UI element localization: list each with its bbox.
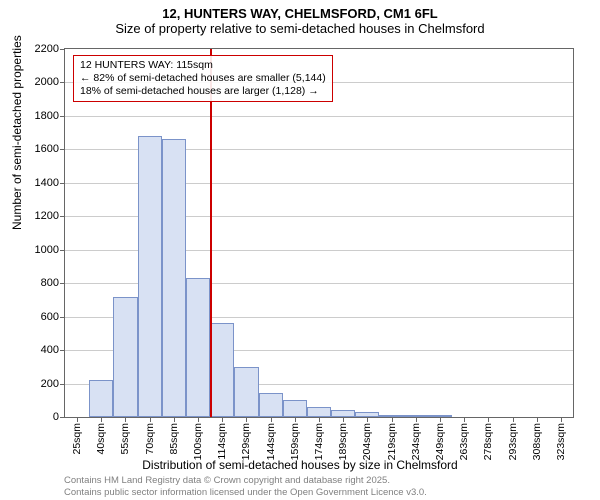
x-tick-mark <box>246 417 247 422</box>
x-tick-mark <box>295 417 296 422</box>
x-tick-mark <box>319 417 320 422</box>
x-tick-mark <box>367 417 368 422</box>
y-tick-label: 600 <box>41 311 59 323</box>
histogram-bar <box>331 410 355 417</box>
y-tick-label: 2200 <box>35 43 59 55</box>
plot-area: 0200400600800100012001400160018002000220… <box>64 48 574 418</box>
x-tick-label: 85sqm <box>168 423 180 455</box>
histogram-bar <box>210 323 234 417</box>
footer-attribution: Contains HM Land Registry data © Crown c… <box>64 475 427 498</box>
x-tick-label: 189sqm <box>337 423 349 460</box>
y-tick-label: 1800 <box>35 110 59 122</box>
x-tick-label: 55sqm <box>119 423 131 455</box>
title-line2: Size of property relative to semi-detach… <box>0 21 600 36</box>
reference-line <box>210 49 212 417</box>
annotation-box: 12 HUNTERS WAY: 115sqm ← 82% of semi-det… <box>73 55 333 102</box>
y-tick-mark <box>60 317 65 318</box>
y-axis-label: Number of semi-detached properties <box>10 35 24 230</box>
x-tick-label: 40sqm <box>95 423 107 455</box>
footer-line: Contains HM Land Registry data © Crown c… <box>64 475 427 486</box>
x-tick-label: 129sqm <box>240 423 252 460</box>
x-tick-mark <box>174 417 175 422</box>
x-tick-mark <box>343 417 344 422</box>
histogram-bar <box>138 136 162 417</box>
x-tick-mark <box>125 417 126 422</box>
histogram-bar <box>113 297 137 417</box>
annotation-line: 18% of semi-detached houses are larger (… <box>80 85 326 98</box>
y-tick-mark <box>60 417 65 418</box>
y-tick-mark <box>60 216 65 217</box>
y-tick-label: 2000 <box>35 76 59 88</box>
histogram-bar <box>89 380 113 417</box>
y-tick-label: 200 <box>41 378 59 390</box>
x-tick-label: 204sqm <box>361 423 373 460</box>
x-tick-mark <box>513 417 514 422</box>
y-tick-mark <box>60 116 65 117</box>
footer-line: Contains public sector information licen… <box>64 487 427 498</box>
y-tick-label: 1600 <box>35 143 59 155</box>
y-tick-label: 1200 <box>35 210 59 222</box>
x-tick-label: 263sqm <box>458 423 470 460</box>
y-tick-mark <box>60 149 65 150</box>
x-tick-label: 25sqm <box>71 423 83 455</box>
x-tick-mark <box>101 417 102 422</box>
y-tick-label: 800 <box>41 277 59 289</box>
title-block: 12, HUNTERS WAY, CHELMSFORD, CM1 6FL Siz… <box>0 0 600 36</box>
x-tick-label: 249sqm <box>434 423 446 460</box>
x-tick-mark <box>537 417 538 422</box>
x-tick-mark <box>416 417 417 422</box>
x-tick-label: 293sqm <box>507 423 519 460</box>
x-axis-label: Distribution of semi-detached houses by … <box>0 458 600 472</box>
y-tick-mark <box>60 350 65 351</box>
x-tick-mark <box>488 417 489 422</box>
x-tick-mark <box>77 417 78 422</box>
x-tick-mark <box>198 417 199 422</box>
x-tick-mark <box>271 417 272 422</box>
x-tick-mark <box>392 417 393 422</box>
x-tick-label: 219sqm <box>386 423 398 460</box>
histogram-bar <box>259 393 283 417</box>
x-tick-mark <box>440 417 441 422</box>
title-line1: 12, HUNTERS WAY, CHELMSFORD, CM1 6FL <box>0 6 600 21</box>
histogram-bar <box>162 139 186 417</box>
annotation-line: ← 82% of semi-detached houses are smalle… <box>80 72 326 85</box>
x-tick-label: 70sqm <box>144 423 156 455</box>
x-tick-label: 278sqm <box>482 423 494 460</box>
y-tick-mark <box>60 82 65 83</box>
x-tick-label: 144sqm <box>265 423 277 460</box>
y-tick-mark <box>60 384 65 385</box>
histogram-bar <box>307 407 331 417</box>
y-tick-label: 400 <box>41 344 59 356</box>
x-tick-label: 100sqm <box>192 423 204 460</box>
x-tick-label: 114sqm <box>216 423 228 460</box>
chart-container: 12, HUNTERS WAY, CHELMSFORD, CM1 6FL Siz… <box>0 0 600 500</box>
y-tick-mark <box>60 183 65 184</box>
y-tick-label: 1400 <box>35 177 59 189</box>
x-tick-mark <box>561 417 562 422</box>
y-tick-label: 0 <box>53 411 59 423</box>
x-tick-label: 174sqm <box>313 423 325 460</box>
histogram-bar <box>234 367 258 417</box>
x-tick-label: 323sqm <box>555 423 567 460</box>
x-tick-label: 308sqm <box>531 423 543 460</box>
y-tick-mark <box>60 49 65 50</box>
annotation-line: 12 HUNTERS WAY: 115sqm <box>80 59 326 72</box>
y-tick-label: 1000 <box>35 244 59 256</box>
y-tick-mark <box>60 250 65 251</box>
x-tick-mark <box>222 417 223 422</box>
x-tick-label: 159sqm <box>289 423 301 460</box>
x-tick-mark <box>464 417 465 422</box>
y-tick-mark <box>60 283 65 284</box>
x-tick-mark <box>150 417 151 422</box>
histogram-bar <box>283 400 307 417</box>
x-tick-label: 234sqm <box>410 423 422 460</box>
gridline <box>65 116 573 117</box>
histogram-bar <box>186 278 210 417</box>
